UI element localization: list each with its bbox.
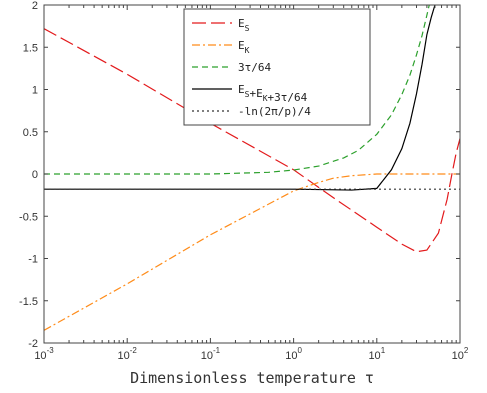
series-line-1 [44,173,460,331]
legend-label: ES [238,17,250,33]
y-tick-label: -1 [28,254,38,266]
x-tick-label: 10-1 [201,346,221,362]
legend-label: EK [238,39,250,55]
x-tick-label: 101 [368,346,385,362]
y-tick-label: 0.5 [23,127,38,139]
y-tick-label: -2 [28,338,38,350]
series-line-2 [44,5,430,175]
series-layer [44,5,460,331]
y-tick-label: 1 [32,85,38,97]
legend-label: 3τ/64 [238,61,271,74]
y-tick-label: 0 [32,169,38,181]
y-tick-label: -0.5 [19,211,38,223]
series-line-0 [44,28,460,253]
series-line-3 [44,5,436,191]
y-tick-label: -1.5 [19,296,38,308]
x-axis-label: Dimensionless temperature τ [130,369,374,387]
legend-label: -ln(2π/p)/4 [238,105,311,118]
x-tick-label: 100 [285,346,302,362]
x-tick-label: 10-3 [34,346,54,362]
legend: ES EK 3τ/64 ES+EK+3τ/64-ln(2π/p)/4 [183,8,371,126]
x-tick-label: 10-2 [118,346,138,362]
y-tick-label: 2 [32,0,38,12]
axes-layer: 2 1.5 1 0.5 0 -0.5 -1 -1.5 -210-3 10-2 10-1 100 101 1… [19,0,469,362]
x-tick-label: 102 [452,346,469,362]
legend-label: ES+EK+3τ/64 [238,83,308,104]
y-tick-label: 1.5 [23,42,38,54]
